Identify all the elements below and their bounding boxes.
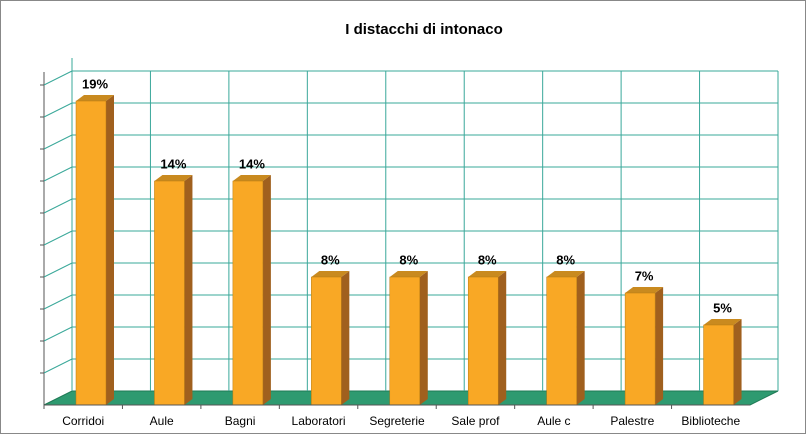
data-label: 19% [82, 76, 108, 91]
data-label: 8% [399, 252, 418, 267]
x-tick-label: Bagni [225, 414, 256, 428]
x-tick-label: Aule [150, 414, 174, 428]
bar-side [106, 95, 114, 405]
bar-top [311, 271, 350, 277]
bar [703, 324, 734, 406]
bar-top [76, 95, 114, 101]
grid-line [43, 102, 73, 118]
x-tick-label: Sale prof [451, 414, 500, 428]
bar [624, 292, 656, 406]
bar-side [576, 271, 585, 405]
x-tick-label: Laboratori [292, 414, 346, 428]
bar [154, 180, 185, 406]
bar-side [341, 271, 350, 405]
bar-side [262, 175, 271, 405]
x-tick-label: Palestre [610, 414, 654, 428]
bar-side [419, 271, 428, 405]
x-tick-label: Aule c [537, 414, 570, 428]
bar-top [625, 287, 664, 293]
data-label: 14% [239, 156, 265, 171]
x-tick-label: Segreterie [369, 414, 425, 428]
bar-top [468, 271, 507, 277]
bar-top [546, 271, 585, 277]
bar [546, 276, 577, 406]
bar-side [184, 175, 193, 405]
bar-top [703, 319, 742, 325]
bar [311, 276, 342, 406]
bar [389, 276, 421, 406]
chart-title: I distacchi di intonaco [345, 21, 503, 38]
bar [467, 276, 499, 406]
bar-side [733, 319, 742, 405]
bar-top [232, 175, 271, 181]
grid-line [43, 294, 73, 310]
grid-line [43, 166, 73, 182]
x-tick-label: Biblioteche [681, 414, 740, 428]
bar [75, 100, 107, 406]
bar-side [655, 287, 664, 405]
data-label: 8% [556, 252, 575, 267]
grid-line [43, 262, 73, 278]
grid-line [43, 134, 73, 150]
grid-line [43, 198, 73, 214]
data-label: 8% [478, 252, 497, 267]
bar-top [154, 175, 193, 181]
grid-line [43, 326, 73, 342]
x-tick-label: Corridoi [62, 414, 104, 428]
data-label: 8% [321, 252, 340, 267]
bar-top [389, 271, 428, 277]
grid-line [43, 358, 73, 374]
grid-line [43, 70, 73, 86]
grid-line [43, 230, 73, 246]
bar [232, 180, 264, 406]
data-label: 7% [635, 268, 654, 283]
data-label: 14% [160, 156, 186, 171]
data-label: 5% [713, 300, 732, 315]
bar-side [498, 271, 507, 405]
